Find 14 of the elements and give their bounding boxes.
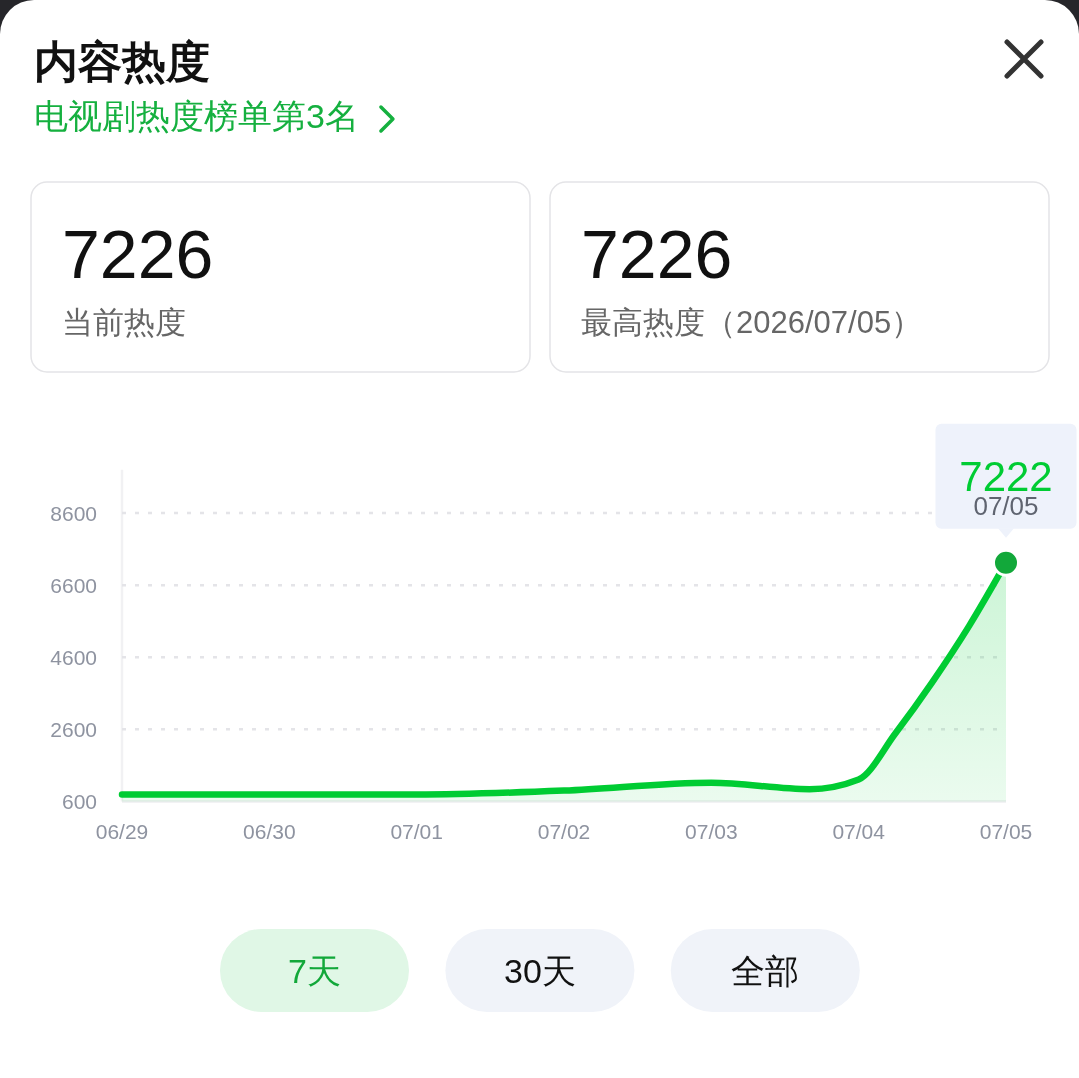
x-tick-label: 06/30 <box>243 820 296 843</box>
y-tick-label: 2600 <box>50 717 97 741</box>
x-tick-label: 06/29 <box>95 820 149 843</box>
x-tick-label: 07/01 <box>390 820 443 843</box>
x-tick-label: 07/05 <box>979 820 1033 843</box>
x-tick-label: 07/03 <box>685 820 738 843</box>
title: 内容热度 <box>34 37 210 86</box>
x-tick-label: 07/02 <box>537 820 591 843</box>
y-tick-label: 600 <box>61 789 97 813</box>
y-tick-label: 4600 <box>50 645 97 669</box>
x-tick-label: 07/04 <box>832 820 886 843</box>
subtitle: 电视剧热度榜单第3名 <box>34 97 359 135</box>
y-tick-label: 6600 <box>50 573 97 597</box>
y-tick-label: 8600 <box>50 501 97 525</box>
